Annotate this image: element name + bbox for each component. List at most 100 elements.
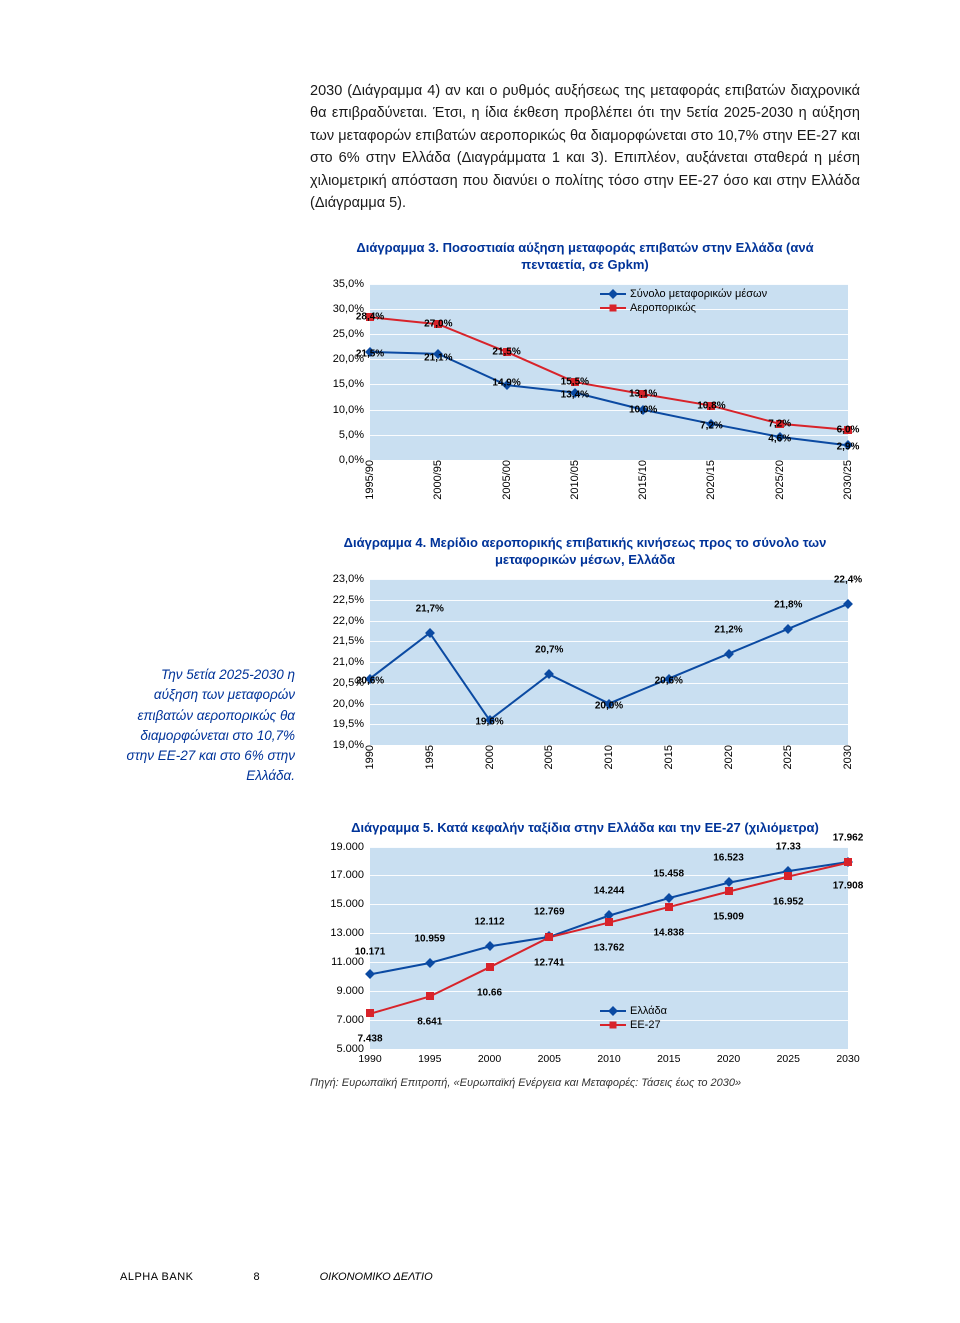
x-tick: 2005/00 (501, 460, 513, 504)
data-label: 7.438 (357, 1034, 382, 1045)
data-label: 10,0% (629, 404, 657, 415)
legend: Ελλάδα ΕΕ-27 (600, 1005, 667, 1033)
y-tick: 19,5% (333, 718, 370, 730)
data-point (784, 872, 792, 880)
data-label: 13,1% (629, 389, 657, 400)
data-label: 21,8% (774, 599, 802, 610)
data-point (844, 858, 852, 866)
data-label: 13,4% (561, 389, 589, 400)
data-label: 13.762 (594, 943, 625, 954)
data-point (665, 903, 673, 911)
chart-4: Διάγραμμα 4. Μερίδιο αεροπορικής επιβατι… (310, 530, 860, 793)
chart-4-title: Διάγραμμα 4. Μερίδιο αεροπορικής επιβατι… (310, 530, 860, 573)
x-tick: 2005 (543, 745, 555, 773)
data-point (545, 933, 553, 941)
footer-brand: ALPHA BANK (120, 1271, 193, 1283)
data-label: 6,0% (837, 424, 860, 435)
y-tick: 20,0% (333, 698, 370, 710)
data-label: 10.959 (414, 933, 445, 944)
data-point (366, 1009, 374, 1017)
data-label: 14.838 (653, 927, 684, 938)
y-tick: 9.000 (336, 985, 370, 997)
y-tick: 19.000 (330, 841, 370, 853)
y-tick: 10,0% (333, 404, 370, 416)
x-tick: 2025 (782, 745, 794, 773)
data-label: 10.171 (355, 946, 386, 957)
data-label: 10,8% (697, 400, 725, 411)
x-tick: 2025 (777, 1049, 800, 1065)
footer-doc-title: ΟΙΚΟΝΟΜΙΚΟ ΔΕΛΤΙΟ (320, 1271, 433, 1283)
data-point (486, 963, 494, 971)
data-label: 15.909 (713, 912, 744, 923)
x-tick: 2020/15 (705, 460, 717, 504)
y-tick: 17.000 (330, 869, 370, 881)
y-tick: 21,5% (333, 635, 370, 647)
data-label: 16.952 (773, 897, 804, 908)
y-tick: 23,0% (333, 573, 370, 585)
data-label: 21,1% (424, 352, 452, 363)
data-label: 27,0% (424, 319, 452, 330)
page-footer: ALPHA BANK 8 ΟΙΚΟΝΟΜΙΚΟ ΔΕΛΤΙΟ (120, 1271, 860, 1283)
x-tick: 2010/05 (569, 460, 581, 504)
legend-label: ΕΕ-27 (630, 1019, 661, 1031)
data-label: 20,6% (655, 675, 683, 686)
chart-3: Διάγραμμα 3. Ποσοστιαία αύξηση μεταφοράς… (310, 235, 860, 508)
x-tick: 1995 (424, 745, 436, 773)
x-tick: 1990 (364, 745, 376, 773)
y-tick: 13.000 (330, 927, 370, 939)
y-tick: 5,0% (339, 429, 370, 441)
legend-label: Σύνολο μεταφορικών μέσων (630, 288, 767, 300)
y-tick: 7.000 (336, 1014, 370, 1026)
data-label: 7,2% (768, 418, 791, 429)
data-label: 21,2% (714, 624, 742, 635)
data-label: 21,5% (356, 348, 384, 359)
x-tick: 2000 (484, 745, 496, 773)
chart-5-title: Διάγραμμα 5. Κατά κεφαλήν ταξίδια στην Ε… (310, 815, 860, 841)
y-tick: 15,0% (333, 378, 370, 390)
y-tick: 15.000 (330, 898, 370, 910)
data-label: 14.244 (594, 886, 625, 897)
y-tick: 35,0% (333, 278, 370, 290)
data-label: 2,9% (837, 442, 860, 453)
x-tick: 2000/95 (432, 460, 444, 504)
data-label: 14,9% (492, 377, 520, 388)
data-label: 17.908 (833, 881, 864, 892)
data-label: 8.641 (417, 1017, 442, 1028)
y-tick: 21,0% (333, 656, 370, 668)
x-tick: 2030 (842, 745, 854, 773)
x-tick: 2005 (538, 1049, 561, 1065)
x-tick: 2010 (597, 1049, 620, 1065)
chart-3-title: Διάγραμμα 3. Ποσοστιαία αύξηση μεταφοράς… (310, 235, 860, 278)
x-tick: 1990 (358, 1049, 381, 1065)
body-paragraph: 2030 (Διάγραμμα 4) αν και ο ρυθμός αυξήσ… (310, 80, 860, 215)
data-label: 17.33 (776, 841, 801, 852)
x-tick: 2020 (723, 745, 735, 773)
chart-5: Διάγραμμα 5. Κατά κεφαλήν ταξίδια στην Ε… (310, 815, 860, 1071)
source-note: Πηγή: Ευρωπαϊκή Επιτροπή, «Ευρωπαϊκή Ενέ… (310, 1077, 860, 1089)
legend-label: Αεροπορικώς (630, 302, 696, 314)
x-tick: 1995/90 (364, 460, 376, 504)
y-tick: 11.000 (331, 956, 370, 968)
data-label: 10.66 (477, 987, 502, 998)
data-label: 20,7% (535, 645, 563, 656)
legend-label: Ελλάδα (630, 1005, 667, 1017)
data-label: 4,6% (768, 433, 791, 444)
legend: Σύνολο μεταφορικών μέσων Αεροπορικώς (600, 288, 767, 316)
y-tick: 22,0% (333, 615, 370, 627)
data-label: 21,7% (416, 603, 444, 614)
x-tick: 2010 (603, 745, 615, 773)
data-label: 12.769 (534, 907, 565, 918)
data-point (426, 992, 434, 1000)
data-label: 19,6% (475, 717, 503, 728)
x-tick: 2030 (836, 1049, 859, 1065)
data-label: 16.523 (713, 853, 744, 864)
y-tick: 22,5% (333, 594, 370, 606)
footer-page-number: 8 (253, 1271, 259, 1283)
data-label: 20,6% (356, 675, 384, 686)
data-label: 12.741 (534, 957, 565, 968)
data-label: 15.458 (653, 868, 684, 879)
x-tick: 2015/10 (637, 460, 649, 504)
x-tick: 2000 (478, 1049, 501, 1065)
x-tick: 1995 (418, 1049, 441, 1065)
data-label: 7,2% (700, 420, 723, 431)
